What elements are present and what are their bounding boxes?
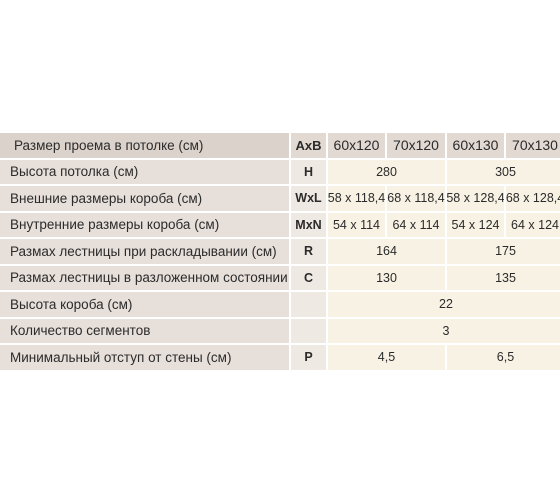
row-value: 22 — [328, 292, 560, 317]
row-label: Минимальный отступ от стены (см) — [0, 345, 289, 370]
row-label: Внутренние размеры короба (см) — [0, 212, 289, 237]
row-label: Высота короба (см) — [0, 292, 289, 317]
row-value: 58 x 118,4 — [328, 186, 385, 211]
header-code: AxB — [291, 133, 326, 158]
row-code — [291, 292, 326, 317]
row-code: C — [291, 265, 326, 290]
header-size: 60x120 — [328, 133, 385, 158]
row-code: R — [291, 239, 326, 264]
row-code: P — [291, 345, 326, 370]
row-label: Размах лестницы при раскладывании (см) — [0, 239, 289, 264]
row-value: 6,5 — [447, 345, 560, 370]
row-value: 135 — [447, 265, 560, 290]
row-value: 58 x 128,4 — [447, 186, 504, 211]
row-value: 130 — [328, 265, 445, 290]
row-label: Размах лестницы в разложенном состоянии … — [0, 265, 289, 290]
row-code: WxL — [291, 186, 326, 211]
row-label: Количество сегментов — [0, 318, 289, 343]
row-value: 64 x 124 — [506, 212, 560, 237]
header-size: 70x120 — [387, 133, 445, 158]
row-code: H — [291, 159, 326, 184]
header-label: Размер проема в потолке (см) — [0, 133, 289, 158]
row-value: 280 — [328, 159, 445, 184]
row-code — [291, 318, 326, 343]
row-value: 305 — [447, 159, 560, 184]
row-value: 3 — [328, 318, 560, 343]
row-value: 64 x 114 — [387, 212, 445, 237]
row-value: 54 x 124 — [447, 212, 504, 237]
row-value: 164 — [328, 239, 445, 264]
row-label: Высота потолка (см) — [0, 159, 289, 184]
header-size: 70x130 — [506, 133, 560, 158]
row-code: MxN — [291, 212, 326, 237]
row-value: 68 x 118,4 — [387, 186, 445, 211]
row-value: 68 x 128,4 — [506, 186, 560, 211]
header-size: 60x130 — [447, 133, 504, 158]
row-value: 175 — [447, 239, 560, 264]
row-value: 4,5 — [328, 345, 445, 370]
row-value: 54 x 114 — [328, 212, 385, 237]
row-label: Внешние размеры короба (см) — [0, 186, 289, 211]
specs-table: Размер проема в потолке (см) AxB 60x120 … — [0, 133, 560, 370]
